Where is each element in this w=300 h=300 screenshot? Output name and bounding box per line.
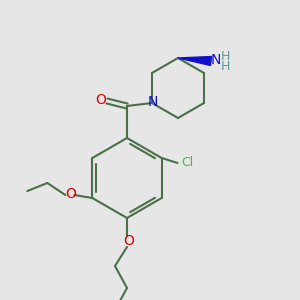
- Text: O: O: [65, 187, 76, 201]
- Polygon shape: [178, 56, 211, 65]
- Text: H: H: [220, 50, 230, 62]
- Text: N: N: [148, 95, 158, 109]
- Text: H: H: [220, 59, 230, 73]
- Text: O: O: [124, 234, 134, 248]
- Text: Cl: Cl: [182, 157, 194, 169]
- Text: O: O: [96, 93, 106, 107]
- Text: N: N: [211, 53, 221, 67]
